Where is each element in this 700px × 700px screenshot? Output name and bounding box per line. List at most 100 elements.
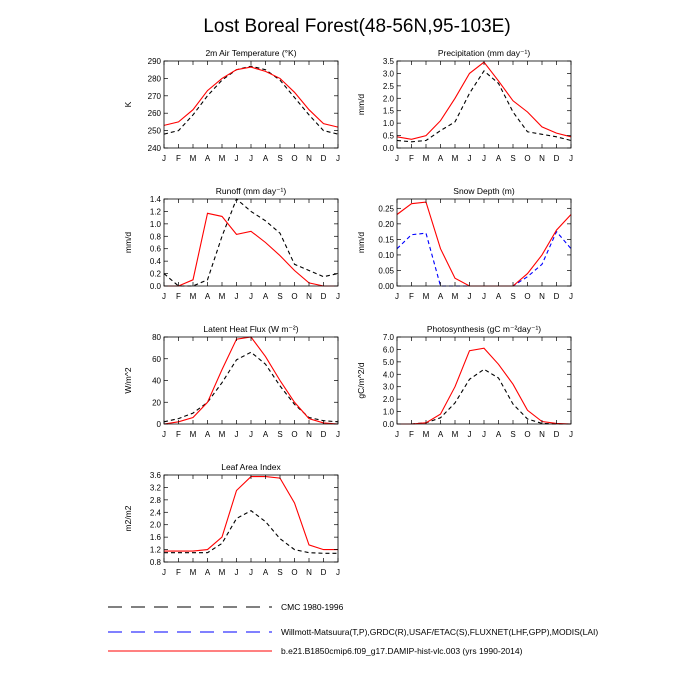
y-tick-label: 20 bbox=[152, 398, 161, 407]
x-tick-label: A bbox=[263, 292, 269, 301]
x-tick-label: O bbox=[291, 430, 297, 439]
series-line-cmc bbox=[163, 351, 339, 423]
x-tick-label: O bbox=[524, 154, 530, 163]
y-tick-label: 0.00 bbox=[378, 282, 394, 291]
y-tick-label: 0.0 bbox=[383, 144, 395, 153]
x-tick-label: J bbox=[569, 430, 573, 439]
plot-frame bbox=[163, 60, 339, 149]
x-tick-label: A bbox=[205, 430, 211, 439]
x-tick-label: M bbox=[190, 292, 197, 301]
x-tick-label: J bbox=[569, 154, 573, 163]
y-tick-label: 0.0 bbox=[150, 282, 162, 291]
x-tick-label: A bbox=[205, 568, 211, 577]
x-tick-label: A bbox=[496, 154, 502, 163]
y-axis-label: mm/d bbox=[123, 232, 133, 254]
x-tick-label: M bbox=[190, 154, 197, 163]
x-tick-label: A bbox=[263, 430, 269, 439]
plot-frame bbox=[396, 336, 572, 425]
y-tick-label: 0.05 bbox=[378, 266, 394, 275]
y-tick-label: 280 bbox=[148, 74, 162, 83]
y-tick-label: 7.0 bbox=[383, 333, 395, 342]
x-tick-label: J bbox=[569, 292, 573, 301]
x-tick-label: A bbox=[205, 154, 211, 163]
y-tick-label: 2.0 bbox=[383, 94, 395, 103]
panel-1: Precipitation (mm day⁻¹) mm/d 0.0 0.5 1.0 1.5… bbox=[356, 48, 573, 163]
y-tick-label: 1.4 bbox=[150, 195, 162, 204]
x-tick-label: J bbox=[395, 154, 399, 163]
y-tick-label: 3.2 bbox=[150, 483, 162, 492]
x-tick-label: M bbox=[219, 430, 226, 439]
x-tick-label: M bbox=[190, 568, 197, 577]
x-tick-label: N bbox=[306, 292, 312, 301]
y-tick-label: 1.2 bbox=[150, 546, 162, 555]
series-line-obs bbox=[396, 230, 572, 287]
panel-2: Runoff (mm day⁻¹) mm/d 0.0 0.2 0.4 0.6 0.8 1.0 1… bbox=[123, 186, 340, 301]
x-tick-label: D bbox=[554, 154, 560, 163]
x-tick-label: M bbox=[219, 292, 226, 301]
legend-label-cmc: CMC 1980-1996 bbox=[281, 602, 344, 612]
x-tick-label: M bbox=[452, 154, 459, 163]
x-tick-label: J bbox=[235, 292, 239, 301]
series-line-model bbox=[396, 201, 572, 287]
panel-5: Photosynthesis (gC m⁻²day⁻¹) gC/m^2/d 0.0 1… bbox=[356, 324, 573, 439]
x-tick-label: J bbox=[249, 154, 253, 163]
x-tick-label: J bbox=[249, 568, 253, 577]
y-tick-label: 0.20 bbox=[378, 220, 394, 229]
x-tick-label: M bbox=[423, 292, 430, 301]
y-axis-label: gC/m^2/d bbox=[356, 362, 366, 398]
x-tick-label: J bbox=[336, 154, 340, 163]
y-tick-label: 0.0 bbox=[383, 420, 395, 429]
plot-frame bbox=[396, 198, 572, 287]
y-tick-label: 2.0 bbox=[150, 521, 162, 530]
x-tick-label: S bbox=[277, 568, 282, 577]
x-tick-label: A bbox=[263, 568, 269, 577]
y-tick-label: 5.0 bbox=[383, 358, 395, 367]
x-tick-label: O bbox=[524, 430, 530, 439]
y-tick-label: 3.6 bbox=[150, 471, 162, 480]
y-tick-label: 1.0 bbox=[383, 408, 395, 417]
x-tick-label: N bbox=[306, 154, 312, 163]
y-tick-label: 40 bbox=[152, 377, 161, 386]
series-line-model bbox=[164, 476, 338, 552]
x-tick-label: A bbox=[263, 154, 269, 163]
y-axis-label: W/m^2 bbox=[123, 367, 133, 393]
x-tick-label: F bbox=[176, 430, 181, 439]
y-tick-label: 3.0 bbox=[383, 69, 395, 78]
plot-frame bbox=[163, 474, 339, 563]
y-tick-label: 0.2 bbox=[150, 270, 162, 279]
x-tick-label: J bbox=[235, 568, 239, 577]
x-tick-label: J bbox=[162, 568, 166, 577]
y-tick-label: 80 bbox=[152, 333, 161, 342]
x-tick-label: S bbox=[510, 430, 515, 439]
figure-title: Lost Boreal Forest(48-56N,95-103E) bbox=[203, 16, 510, 37]
series-line-model bbox=[164, 212, 338, 287]
x-tick-label: J bbox=[235, 430, 239, 439]
x-tick-label: J bbox=[395, 292, 399, 301]
x-tick-label: J bbox=[482, 154, 486, 163]
x-tick-label: D bbox=[321, 292, 327, 301]
y-tick-label: 0.10 bbox=[378, 251, 394, 260]
y-tick-label: 1.0 bbox=[383, 119, 395, 128]
panel-title: Precipitation (mm day⁻¹) bbox=[438, 48, 531, 58]
y-tick-label: 0.15 bbox=[378, 235, 394, 244]
panel-3: Snow Depth (m) mm/d 0.00 0.05 0.10 0.15 0.20 0.… bbox=[356, 186, 573, 301]
x-tick-label: A bbox=[496, 430, 502, 439]
x-tick-label: J bbox=[482, 292, 486, 301]
x-tick-label: O bbox=[524, 292, 530, 301]
x-tick-label: A bbox=[438, 292, 444, 301]
series-line-model bbox=[163, 66, 339, 128]
y-tick-label: 1.2 bbox=[150, 207, 162, 216]
x-tick-label: J bbox=[336, 568, 340, 577]
series-line-cmc bbox=[163, 65, 339, 135]
panel-title: 2m Air Temperature (°K) bbox=[205, 48, 296, 58]
x-tick-label: D bbox=[321, 154, 327, 163]
panel-title: Latent Heat Flux (W m⁻²) bbox=[203, 324, 298, 334]
x-tick-label: N bbox=[306, 568, 312, 577]
series-line-model bbox=[396, 61, 572, 140]
plot-frame bbox=[396, 60, 572, 149]
x-tick-label: D bbox=[554, 430, 560, 439]
x-tick-label: S bbox=[277, 430, 282, 439]
y-axis-label: m2/m2 bbox=[123, 505, 133, 531]
x-tick-label: J bbox=[162, 154, 166, 163]
y-tick-label: 3.5 bbox=[383, 57, 395, 66]
